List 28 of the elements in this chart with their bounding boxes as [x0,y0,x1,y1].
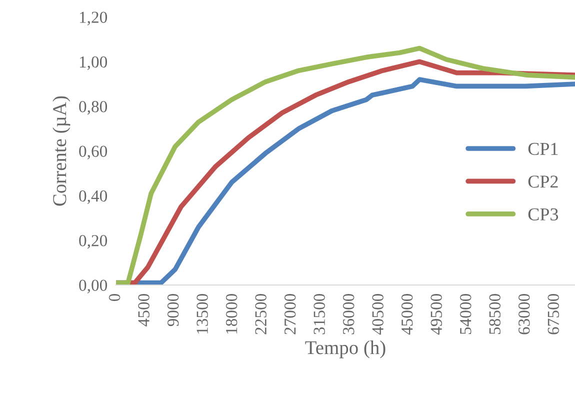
legend-label: CP1 [528,142,558,155]
x-tick-label: 67500 [548,294,560,334]
x-tick-label: 0 [108,294,120,302]
y-tick-label: 0,00 [79,280,108,294]
x-tick-label: 36000 [342,294,354,334]
y-tick-label: 1,20 [80,12,108,26]
x-tick-label: 31500 [314,294,325,334]
x-tick-label: 9000 [167,294,179,326]
x-tick-label: 22500 [255,294,266,334]
x-tick-label: 45000 [401,294,413,335]
y-tick-label: 0,20 [79,235,108,249]
x-tick-label: 49500 [430,294,442,335]
x-tick-label: 54000 [460,294,472,334]
x-tick-label: 13500 [196,294,208,334]
x-tick-label: 18000 [226,294,238,334]
y-tick-label: 0,40 [79,190,108,204]
x-axis-title: Tempo (h) [305,340,386,358]
y-tick-label: 0,60 [79,146,108,160]
x-tick-label: 27000 [284,294,296,334]
x-tick-label: 58500 [489,294,501,334]
y-tick-label: 0,80 [79,101,108,115]
x-tick-label: 63000 [518,294,530,334]
y-axis-title: Corrente (µA) [52,96,70,206]
x-tick-label: 4500 [138,294,150,326]
legend-label: CP3 [528,208,558,220]
y-tick-label: 1,00 [80,56,108,70]
x-tick-label: 40500 [372,294,384,335]
legend-label: CP2 [528,176,558,188]
